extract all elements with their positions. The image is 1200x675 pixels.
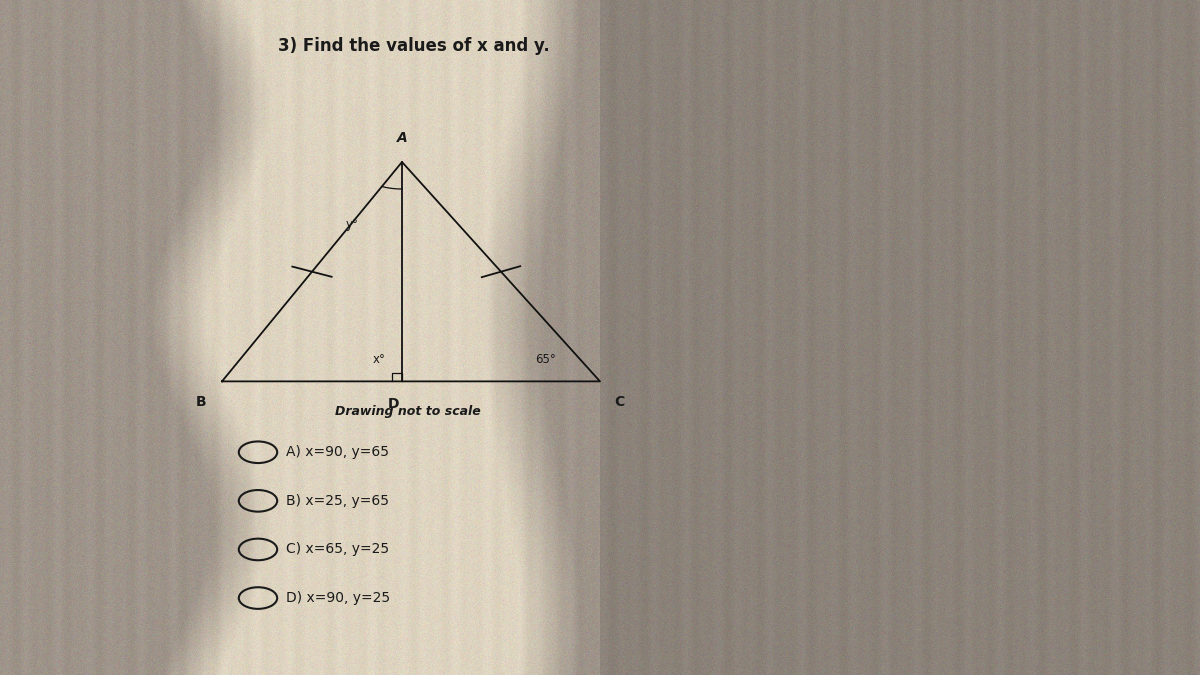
Text: y°: y°	[346, 217, 358, 231]
Text: C: C	[614, 395, 625, 409]
Text: C) x=65, y=25: C) x=65, y=25	[286, 543, 389, 556]
Text: D: D	[388, 397, 400, 411]
Text: B) x=25, y=65: B) x=25, y=65	[286, 494, 389, 508]
Text: B: B	[196, 395, 206, 409]
Text: A: A	[397, 131, 407, 145]
Text: A) x=90, y=65: A) x=90, y=65	[286, 446, 389, 459]
Text: D) x=90, y=25: D) x=90, y=25	[286, 591, 390, 605]
Text: 65°: 65°	[535, 352, 557, 366]
Text: Drawing not to scale: Drawing not to scale	[335, 405, 481, 418]
Text: 3) Find the values of x and y.: 3) Find the values of x and y.	[278, 37, 550, 55]
Text: x°: x°	[373, 352, 385, 366]
